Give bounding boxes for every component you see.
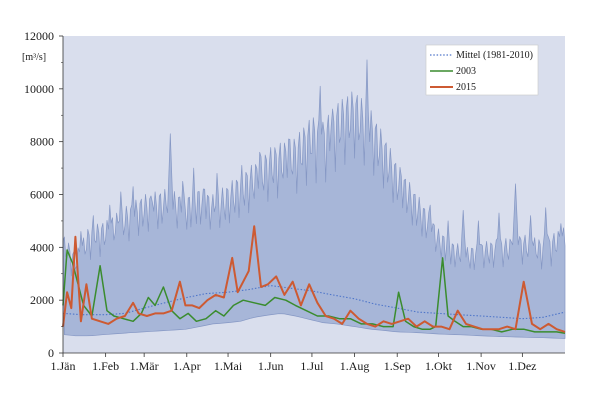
envelope-band xyxy=(62,59,566,339)
x-tick-label: 1.Okt xyxy=(425,359,453,373)
series-line-2003 xyxy=(62,249,566,334)
x-tick-label: 1.Aug xyxy=(340,359,370,373)
x-tick-label: 1.Feb xyxy=(92,359,119,373)
y-tick-label: 2000 xyxy=(30,293,54,307)
series-line-2015 xyxy=(62,225,566,333)
y-tick-label: 8000 xyxy=(30,135,54,149)
axes: 0 2000 4000 6000 8000 10000 12000 1.Jän 1.Feb 1.M… xyxy=(24,29,565,373)
y-tick-label: 0 xyxy=(48,346,54,360)
x-tick-label: 1.Jän xyxy=(51,359,76,373)
legend-label-mittel: Mittel (1981-2010) xyxy=(456,50,533,61)
legend: Mittel (1981-2010) 2003 2015 xyxy=(425,44,539,96)
x-tick-label: 1.Jun xyxy=(258,359,284,373)
y-tick-label: 10000 xyxy=(24,82,54,96)
x-tick-label: 1.Dez xyxy=(508,359,536,373)
series-lines xyxy=(62,225,566,334)
legend-label-2015: 2015 xyxy=(456,82,476,93)
y-tick-label: 12000 xyxy=(24,29,54,43)
y-tick-label: 6000 xyxy=(30,188,54,202)
x-tick-label: 1.Sep xyxy=(384,359,411,373)
series-line-mittel xyxy=(62,285,566,320)
x-tick-label: 1.Mai xyxy=(214,359,243,373)
x-tick-label: 1.Apr xyxy=(173,359,201,373)
x-tick-label: 1.Nov xyxy=(466,359,496,373)
legend-label-2003: 2003 xyxy=(456,66,476,77)
envelope-area xyxy=(62,59,566,339)
y-tick-label: 4000 xyxy=(30,240,54,254)
y-axis-unit-label: [m³/s] xyxy=(22,52,46,63)
x-tick-label: 1.Mär xyxy=(130,359,159,373)
x-tick-label: 1.Jul xyxy=(300,359,324,373)
